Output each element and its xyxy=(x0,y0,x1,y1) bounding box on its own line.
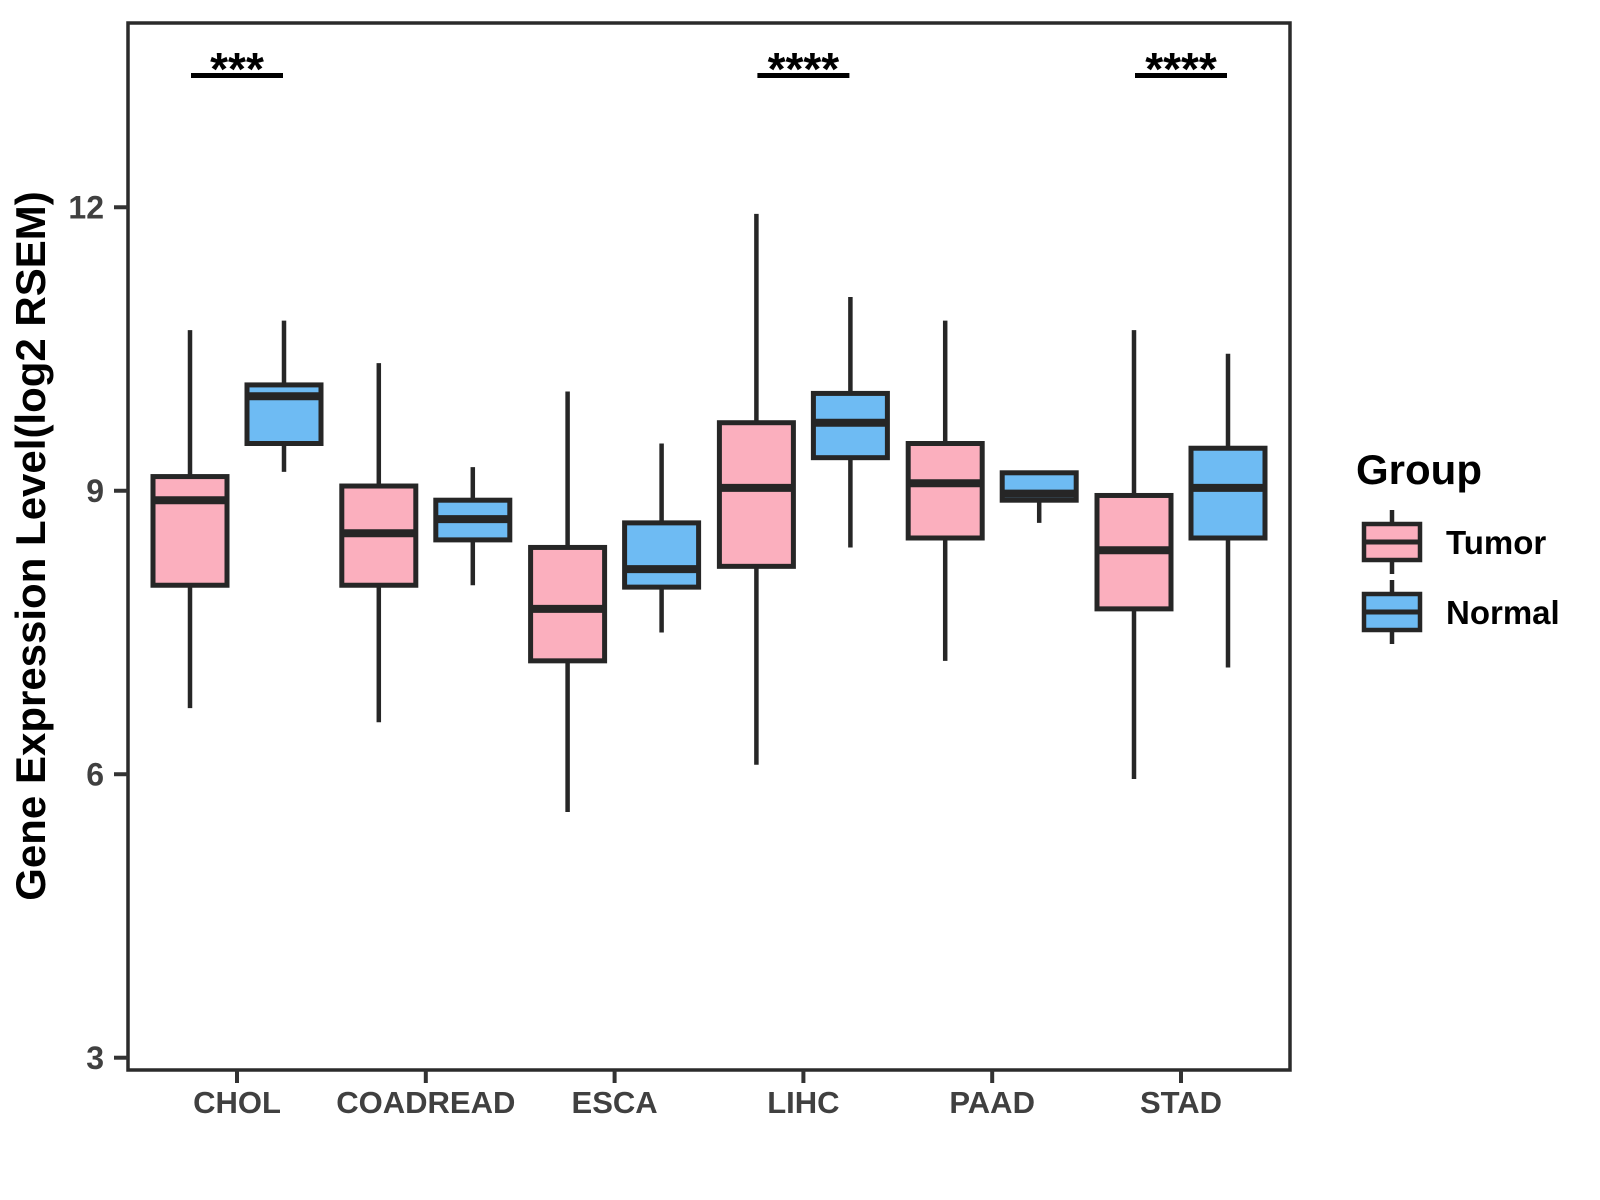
iqr-box xyxy=(622,520,702,590)
y-tick-label: 3 xyxy=(86,1040,104,1076)
significance-bar xyxy=(1135,73,1227,78)
y-tick-label: 12 xyxy=(68,189,104,225)
significance-stars: **** xyxy=(1145,43,1217,95)
iqr-box xyxy=(1188,445,1268,541)
boxplot-COADREAD-Normal xyxy=(433,467,513,586)
x-tick-label: PAAD xyxy=(949,1085,1035,1120)
x-tick-label: COADREAD xyxy=(336,1085,515,1120)
iqr-box xyxy=(150,474,230,588)
boxplot-STAD-Tumor xyxy=(1094,330,1174,779)
legend: Group Tumor Normal xyxy=(1356,446,1560,644)
significance-stars: *** xyxy=(210,43,264,95)
significance-stars: **** xyxy=(768,43,840,95)
legend-title: Group xyxy=(1356,446,1482,493)
significance-LIHC: **** xyxy=(757,43,850,95)
boxplot-PAAD-Normal xyxy=(999,470,1079,523)
boxplot-ESCA-Normal xyxy=(622,443,702,633)
boxplot-COADREAD-Tumor xyxy=(339,363,419,723)
legend-label-normal: Normal xyxy=(1446,594,1560,631)
iqr-box xyxy=(716,420,796,569)
x-tick-label: STAD xyxy=(1140,1085,1222,1120)
x-tick-label: CHOL xyxy=(193,1085,281,1120)
y-tick-label: 9 xyxy=(86,473,104,509)
y-axis: 3 6 9 12 xyxy=(68,189,128,1076)
significance-CHOL: *** xyxy=(191,43,283,95)
boxplot-series xyxy=(150,213,1268,813)
y-tick-label: 6 xyxy=(86,756,104,792)
legend-key-tumor xyxy=(1361,510,1423,574)
legend-key-normal xyxy=(1361,580,1423,644)
boxplot-PAAD-Tumor xyxy=(905,320,985,661)
significance-STAD: **** xyxy=(1135,43,1227,95)
x-tick-label: ESCA xyxy=(572,1085,658,1120)
boxplot-CHOL-Normal xyxy=(244,320,324,472)
boxplot-ESCA-Tumor xyxy=(528,391,608,813)
legend-label-tumor: Tumor xyxy=(1446,524,1546,561)
significance-bar xyxy=(757,73,850,78)
y-axis-title: Gene Expression Level(log2 RSEM) xyxy=(7,191,54,901)
iqr-box xyxy=(528,544,608,664)
boxplot-STAD-Normal xyxy=(1188,353,1268,668)
boxplot-LIHC-Normal xyxy=(810,297,890,548)
boxplot-CHOL-Tumor xyxy=(150,330,230,709)
x-axis: CHOL COADREAD ESCA LIHC PAAD STAD xyxy=(193,1070,1222,1120)
x-tick-label: LIHC xyxy=(767,1085,839,1120)
significance-bar xyxy=(191,73,283,78)
iqr-box xyxy=(905,441,985,541)
significance-annotations: *** **** **** xyxy=(191,43,1227,95)
boxplot-LIHC-Tumor xyxy=(716,213,796,765)
